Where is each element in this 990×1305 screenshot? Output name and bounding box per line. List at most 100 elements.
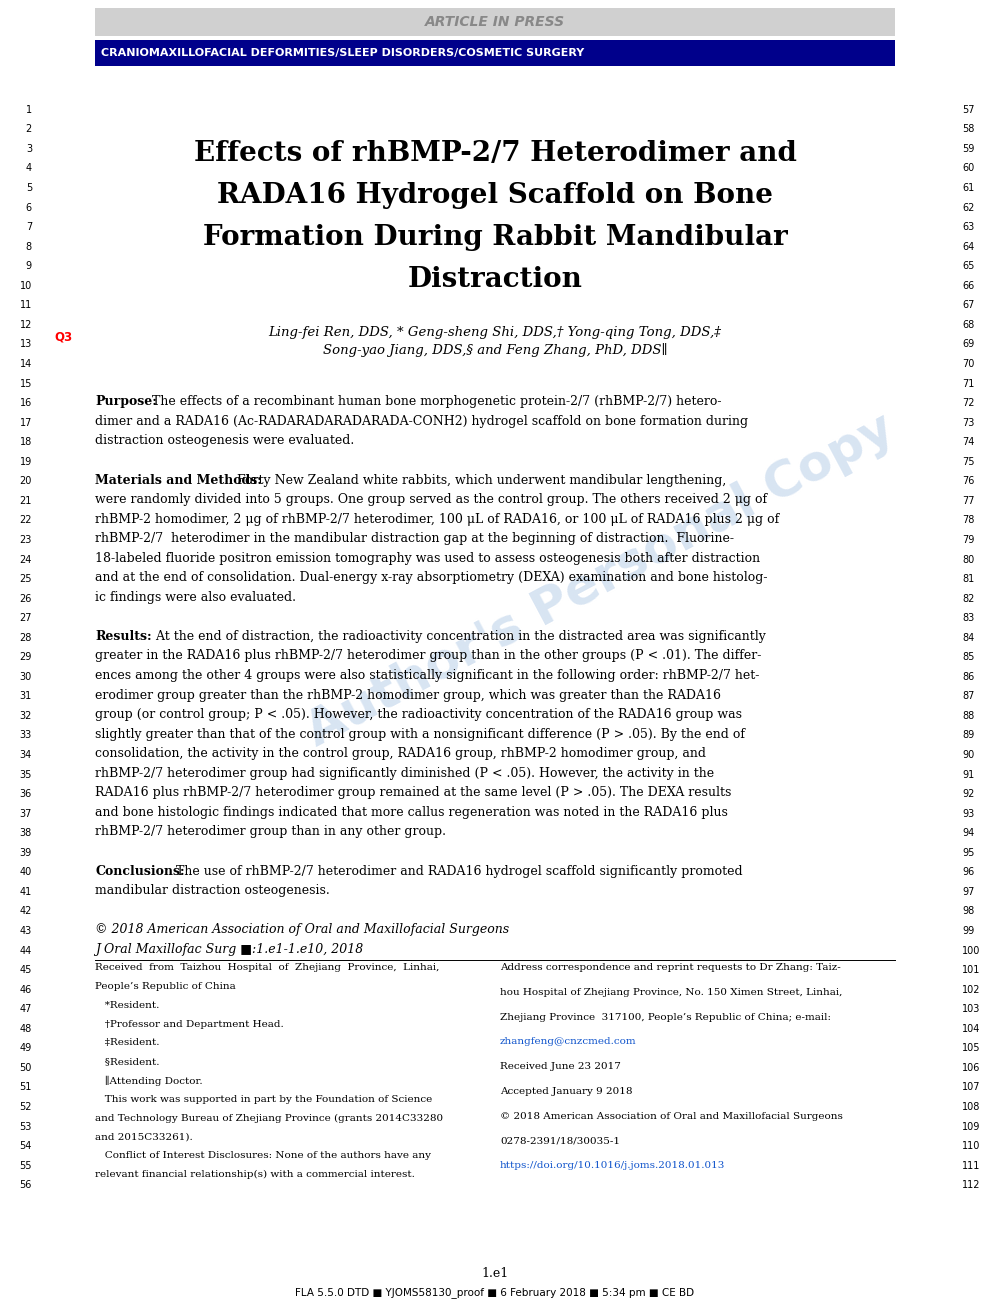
Text: 65: 65 xyxy=(962,261,974,271)
Text: 18: 18 xyxy=(20,437,32,448)
Text: 76: 76 xyxy=(962,476,974,487)
Text: Song-yao Jiang, DDS,§ and Feng Zhang, PhD, DDS∥: Song-yao Jiang, DDS,§ and Feng Zhang, Ph… xyxy=(323,343,667,358)
Text: 74: 74 xyxy=(962,437,974,448)
Text: 43: 43 xyxy=(20,927,32,936)
Text: 4: 4 xyxy=(26,163,32,174)
Text: 26: 26 xyxy=(20,594,32,604)
Text: Author's Personal Copy: Author's Personal Copy xyxy=(298,405,902,756)
Text: 0278-2391/18/30035-1: 0278-2391/18/30035-1 xyxy=(500,1137,620,1146)
Text: RADA16 plus rhBMP-2/7 heterodimer group remained at the same level (P > .05). Th: RADA16 plus rhBMP-2/7 heterodimer group … xyxy=(95,787,732,800)
Text: dimer and a RADA16 (Ac-RADARADARADARADA-CONH2) hydrogel scaffold on bone formati: dimer and a RADA16 (Ac-RADARADARADARADA-… xyxy=(95,415,748,428)
Text: Conflict of Interest Disclosures: None of the authors have any: Conflict of Interest Disclosures: None o… xyxy=(95,1151,431,1160)
Text: 25: 25 xyxy=(20,574,32,585)
Text: 28: 28 xyxy=(20,633,32,643)
Text: 20: 20 xyxy=(20,476,32,487)
Text: 45: 45 xyxy=(20,966,32,975)
Text: 6: 6 xyxy=(26,202,32,213)
Text: Received  from  Taizhou  Hospital  of  Zhejiang  Province,  Linhai,: Received from Taizhou Hospital of Zhejia… xyxy=(95,963,440,972)
Text: †Professor and Department Head.: †Professor and Department Head. xyxy=(95,1019,284,1028)
Bar xyxy=(95,8,895,37)
Text: 56: 56 xyxy=(20,1180,32,1190)
Text: 49: 49 xyxy=(20,1044,32,1053)
Text: 11: 11 xyxy=(20,300,32,311)
Text: 50: 50 xyxy=(20,1062,32,1073)
Text: 32: 32 xyxy=(20,711,32,720)
Text: 57: 57 xyxy=(962,104,974,115)
Text: 35: 35 xyxy=(20,770,32,779)
Text: 102: 102 xyxy=(962,985,980,994)
Text: CRANIOMAXILLOFACIAL DEFORMITIES/SLEEP DISORDERS/COSMETIC SURGERY: CRANIOMAXILLOFACIAL DEFORMITIES/SLEEP DI… xyxy=(101,48,584,57)
Text: Zhejiang Province  317100, People’s Republic of China; e-mail:: Zhejiang Province 317100, People’s Repub… xyxy=(500,1013,831,1022)
Text: 111: 111 xyxy=(962,1160,980,1171)
Text: 112: 112 xyxy=(962,1180,980,1190)
Text: and Technology Bureau of Zhejiang Province (grants 2014C33280: and Technology Bureau of Zhejiang Provin… xyxy=(95,1113,444,1122)
Text: group (or control group; P < .05). However, the radioactivity concentration of t: group (or control group; P < .05). Howev… xyxy=(95,709,742,722)
Text: 78: 78 xyxy=(962,515,974,526)
Text: 12: 12 xyxy=(20,320,32,330)
Text: 66: 66 xyxy=(962,281,974,291)
Text: 10: 10 xyxy=(20,281,32,291)
Text: 21: 21 xyxy=(20,496,32,506)
Text: 107: 107 xyxy=(962,1082,980,1092)
Text: 37: 37 xyxy=(20,809,32,818)
Text: Effects of rhBMP-2/7 Heterodimer and: Effects of rhBMP-2/7 Heterodimer and xyxy=(194,140,796,167)
Text: RADA16 Hydrogel Scaffold on Bone: RADA16 Hydrogel Scaffold on Bone xyxy=(217,181,773,209)
Text: greater in the RADA16 plus rhBMP-2/7 heterodimer group than in the other groups : greater in the RADA16 plus rhBMP-2/7 het… xyxy=(95,650,761,663)
Text: 17: 17 xyxy=(20,418,32,428)
Text: 71: 71 xyxy=(962,378,974,389)
Text: 46: 46 xyxy=(20,985,32,994)
Text: 52: 52 xyxy=(20,1101,32,1112)
Text: 92: 92 xyxy=(962,790,974,799)
Text: rhBMP-2/7  heterodimer in the mandibular distraction gap at the beginning of dis: rhBMP-2/7 heterodimer in the mandibular … xyxy=(95,532,734,545)
Text: 22: 22 xyxy=(20,515,32,526)
Text: hou Hospital of Zhejiang Province, No. 150 Ximen Street, Linhai,: hou Hospital of Zhejiang Province, No. 1… xyxy=(500,988,842,997)
Text: https://doi.org/10.1016/j.joms.2018.01.013: https://doi.org/10.1016/j.joms.2018.01.0… xyxy=(500,1161,726,1171)
Text: rhBMP-2 homodimer, 2 μg of rhBMP-2/7 heterodimer, 100 μL of RADA16, or 100 μL of: rhBMP-2 homodimer, 2 μg of rhBMP-2/7 het… xyxy=(95,513,779,526)
Text: 42: 42 xyxy=(20,907,32,916)
Text: 82: 82 xyxy=(962,594,974,604)
Text: 89: 89 xyxy=(962,731,974,740)
Text: ences among the other 4 groups were also statistically significant in the follow: ences among the other 4 groups were also… xyxy=(95,669,759,683)
Text: and bone histologic findings indicated that more callus regeneration was noted i: and bone histologic findings indicated t… xyxy=(95,806,728,820)
Text: 100: 100 xyxy=(962,946,980,955)
Text: Forty New Zealand white rabbits, which underwent mandibular lengthening,: Forty New Zealand white rabbits, which u… xyxy=(230,474,727,487)
Text: 16: 16 xyxy=(20,398,32,408)
Text: 69: 69 xyxy=(962,339,974,350)
Text: 62: 62 xyxy=(962,202,974,213)
Text: 27: 27 xyxy=(20,613,32,624)
Text: 54: 54 xyxy=(20,1141,32,1151)
Text: 15: 15 xyxy=(20,378,32,389)
Text: *Resident.: *Resident. xyxy=(95,1001,159,1010)
Text: 51: 51 xyxy=(20,1082,32,1092)
Text: mandibular distraction osteogenesis.: mandibular distraction osteogenesis. xyxy=(95,885,330,897)
Text: 34: 34 xyxy=(20,750,32,760)
Text: 47: 47 xyxy=(20,1005,32,1014)
Text: At the end of distraction, the radioactivity concentration in the distracted are: At the end of distraction, the radioacti… xyxy=(144,630,765,643)
Text: ‡Resident.: ‡Resident. xyxy=(95,1039,159,1048)
Text: J Oral Maxillofac Surg ■:1.e1-1.e10, 2018: J Oral Maxillofac Surg ■:1.e1-1.e10, 201… xyxy=(95,942,363,955)
Text: 108: 108 xyxy=(962,1101,980,1112)
Text: 31: 31 xyxy=(20,692,32,701)
Text: Received June 23 2017: Received June 23 2017 xyxy=(500,1062,621,1071)
Text: Accepted January 9 2018: Accepted January 9 2018 xyxy=(500,1087,633,1096)
Text: 59: 59 xyxy=(962,144,974,154)
Text: 18-labeled fluoride positron emission tomography was used to assess osteogenesis: 18-labeled fluoride positron emission to… xyxy=(95,552,760,565)
Text: 38: 38 xyxy=(20,829,32,838)
Text: 36: 36 xyxy=(20,790,32,799)
Text: 41: 41 xyxy=(20,887,32,897)
Text: 88: 88 xyxy=(962,711,974,720)
Text: Formation During Rabbit Mandibular: Formation During Rabbit Mandibular xyxy=(203,224,787,251)
Text: were randomly divided into 5 groups. One group served as the control group. The : were randomly divided into 5 groups. One… xyxy=(95,493,767,506)
Text: 97: 97 xyxy=(962,887,974,897)
Text: 86: 86 xyxy=(962,672,974,681)
Text: 93: 93 xyxy=(962,809,974,818)
Text: Q3: Q3 xyxy=(54,330,72,343)
Text: 109: 109 xyxy=(962,1121,980,1131)
Text: Results:: Results: xyxy=(95,630,151,643)
Text: 87: 87 xyxy=(962,692,974,701)
Text: 85: 85 xyxy=(962,652,974,662)
Text: Conclusions:: Conclusions: xyxy=(95,865,184,877)
Text: 104: 104 xyxy=(962,1024,980,1034)
Text: 14: 14 xyxy=(20,359,32,369)
Text: Materials and Methods:: Materials and Methods: xyxy=(95,474,262,487)
